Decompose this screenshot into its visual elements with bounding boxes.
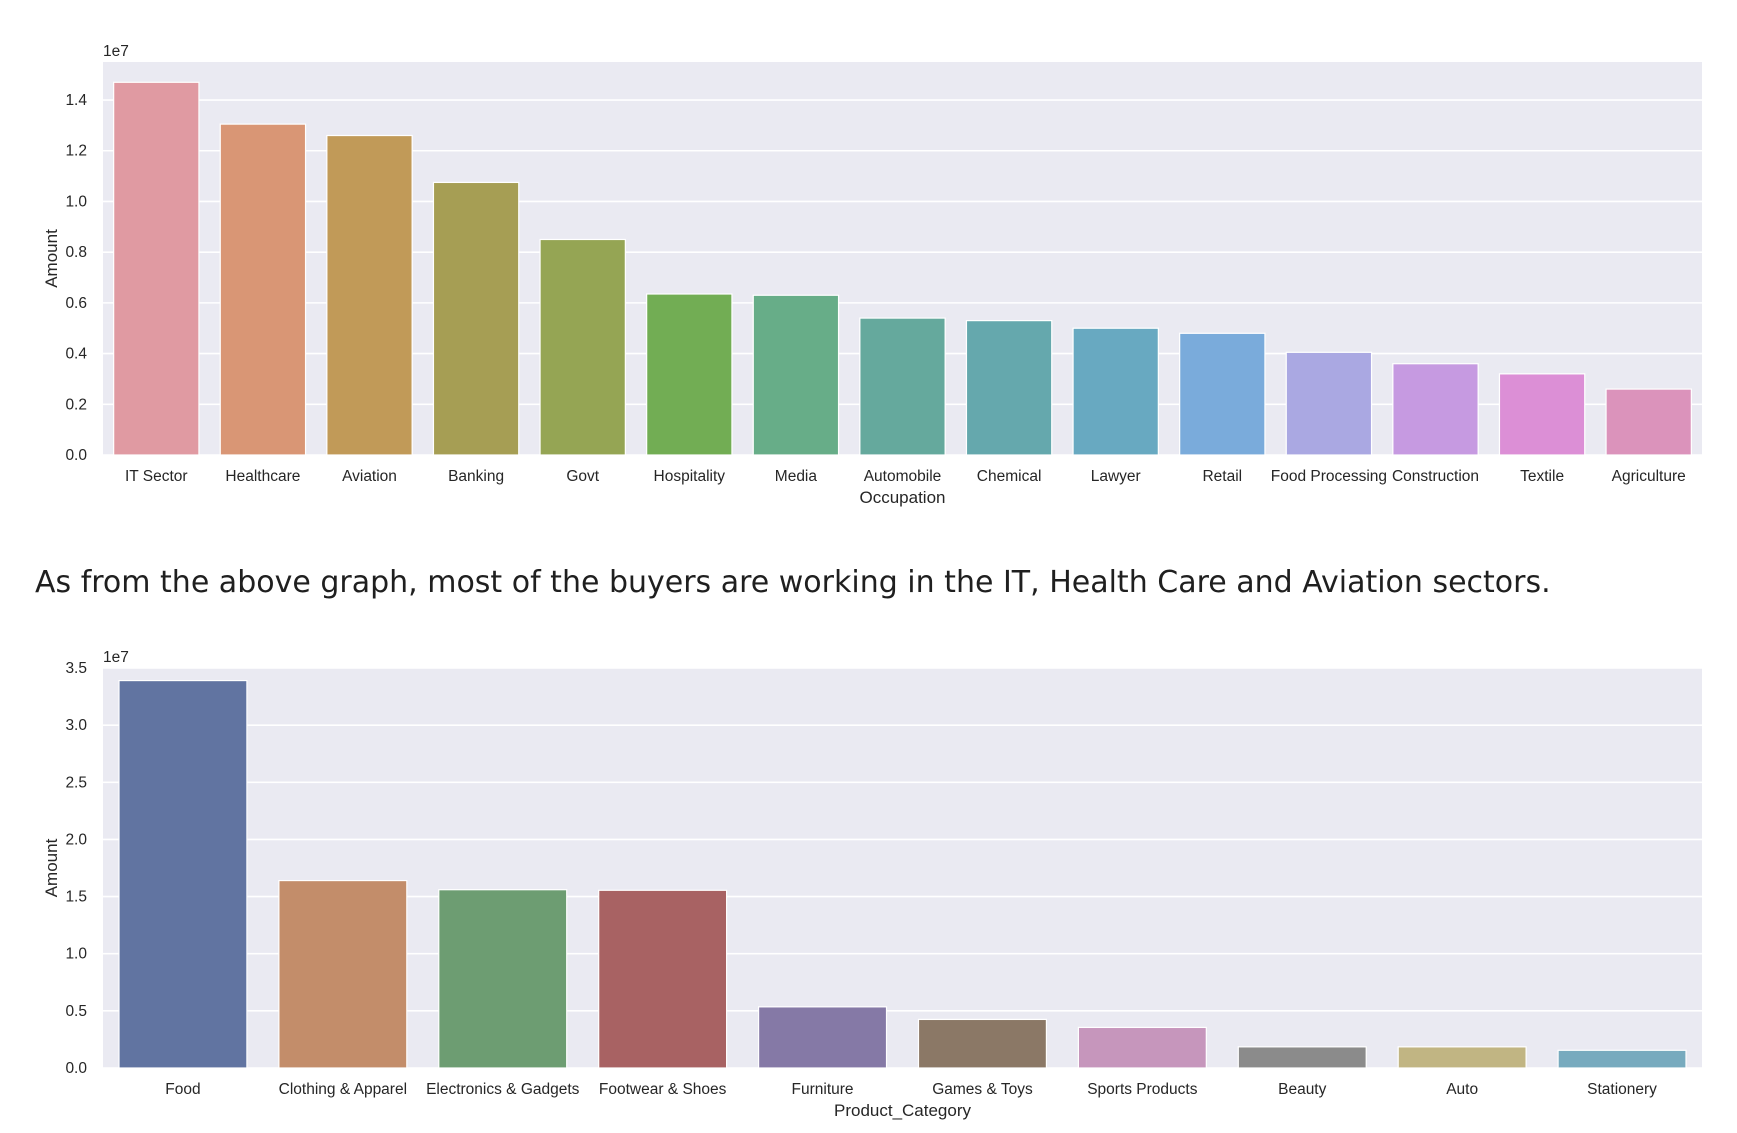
y-tick-label: 3.5	[65, 660, 87, 677]
y-tick-label: 0.2	[65, 396, 87, 413]
bar-occupation-2	[326, 134, 413, 456]
x-tick-label: Stationery	[1587, 1081, 1657, 1098]
y-tick-label: 1.4	[65, 92, 87, 109]
y-tick-label: 0.5	[65, 1003, 87, 1020]
bar-product-9	[1557, 1049, 1687, 1069]
y-tick-label: 1.0	[65, 946, 87, 963]
bar-product-5	[917, 1018, 1048, 1069]
bar-product-8	[1397, 1046, 1527, 1069]
y-tick-label: 2.5	[65, 774, 87, 791]
y-axis-label: Amount	[42, 229, 61, 288]
y-tick-label: 2.0	[65, 831, 87, 848]
y-tick-label: 0.6	[65, 295, 87, 312]
bar-occupation-13	[1498, 373, 1586, 456]
bar-occupation-6	[752, 294, 840, 456]
commentary-text: As from the above graph, most of the buy…	[35, 565, 1551, 600]
bar-occupation-9	[1072, 327, 1159, 456]
x-tick-label: Clothing & Apparel	[279, 1081, 407, 1098]
bar-occupation-11	[1285, 351, 1373, 456]
bar-occupation-1	[219, 123, 307, 456]
x-tick-label: Media	[775, 468, 818, 485]
y-tick-label: 0.8	[65, 244, 87, 261]
x-tick-label: Govt	[566, 468, 599, 485]
x-axis-label: Product_Category	[834, 1101, 972, 1120]
x-axis-label: Occupation	[860, 488, 946, 507]
bar-occupation-10	[1179, 332, 1266, 456]
x-tick-label: Electronics & Gadgets	[426, 1081, 580, 1098]
bar-occupation-7	[859, 317, 946, 456]
y-tick-label: 1.5	[65, 889, 87, 906]
x-tick-label: Agriculture	[1612, 468, 1686, 485]
x-tick-label: Auto	[1446, 1081, 1478, 1098]
y-tick-label: 1.2	[65, 143, 87, 160]
bar-occupation-12	[1392, 363, 1479, 456]
y-tick-label: 0.0	[65, 1060, 87, 1077]
x-tick-label: Footwear & Shoes	[599, 1081, 727, 1098]
x-tick-label: Games & Toys	[932, 1081, 1033, 1098]
x-tick-label: Textile	[1520, 468, 1564, 485]
x-tick-label: Sports Products	[1087, 1081, 1198, 1098]
occupation-amount-chart: 0.0 0.2 0.4 0.6 0.8 1.0 1.2 1.4 1e7 Amount IT Sect…	[42, 43, 1702, 507]
x-tick-label: Automobile	[864, 468, 942, 485]
x-tick-label: Chemical	[977, 468, 1042, 485]
bar-product-7	[1237, 1046, 1367, 1069]
bar-occupation-0	[113, 81, 200, 456]
bar-occupation-14	[1605, 388, 1692, 456]
y-tick-label: 3.0	[65, 717, 87, 734]
bar-occupation-4	[539, 238, 626, 456]
x-tick-label: Food Processing	[1271, 468, 1387, 485]
bar-product-3	[598, 889, 728, 1069]
y-tick-label: 1.0	[65, 193, 87, 210]
y-tick-label: 0.0	[65, 447, 87, 464]
bar-product-4	[757, 1006, 888, 1069]
x-tick-label: Aviation	[342, 468, 397, 485]
x-tick-label: Furniture	[792, 1081, 854, 1098]
x-tick-label: Food	[165, 1081, 200, 1098]
bar-product-1	[278, 879, 408, 1069]
bar-product-6	[1077, 1026, 1207, 1069]
x-tick-label: Beauty	[1278, 1081, 1327, 1098]
y-tick-label: 0.4	[65, 346, 87, 363]
x-tick-label: Healthcare	[225, 468, 300, 485]
y-scale-offset-label: 1e7	[103, 43, 129, 60]
bar-product-0	[118, 679, 248, 1069]
x-tick-label: Construction	[1392, 468, 1479, 485]
x-tick-label: Lawyer	[1091, 468, 1141, 485]
y-scale-offset-label: 1e7	[103, 649, 129, 666]
product-category-amount-chart: 0.0 0.5 1.0 1.5 2.0 2.5 3.0 3.5 1e7 Amount Food Clo…	[42, 649, 1702, 1120]
bar-occupation-5	[646, 293, 733, 456]
x-tick-label: IT Sector	[125, 468, 188, 485]
bar-product-2	[438, 889, 568, 1069]
bar-occupation-3	[432, 181, 520, 456]
x-tick-label: Retail	[1202, 468, 1242, 485]
x-tick-label: Hospitality	[654, 468, 726, 485]
y-axis-label: Amount	[42, 838, 61, 897]
x-tick-label: Banking	[448, 468, 504, 485]
bar-occupation-8	[965, 320, 1053, 456]
